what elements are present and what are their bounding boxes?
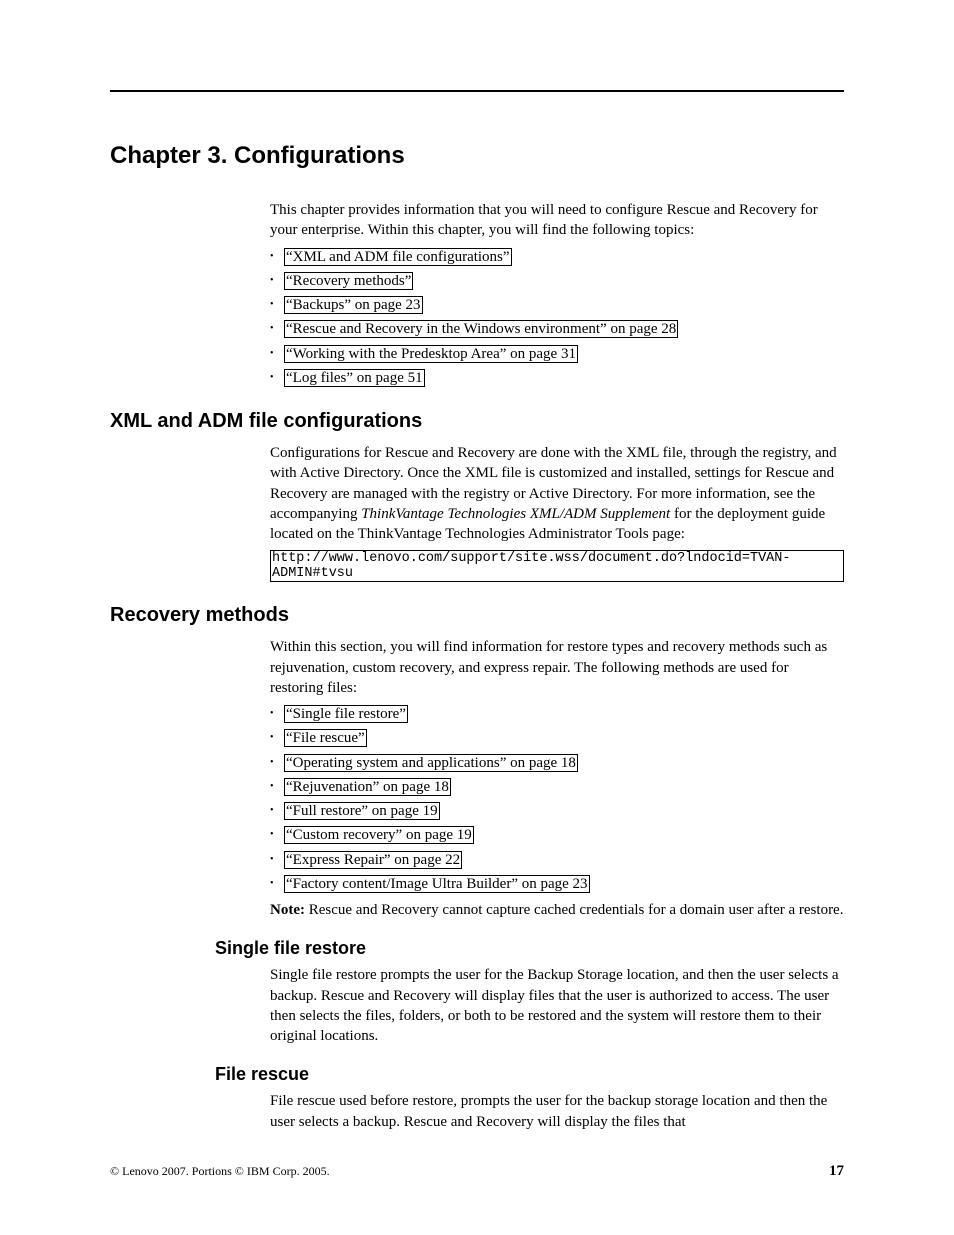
xref-link[interactable]: “Rescue and Recovery in the Windows envi… xyxy=(284,320,678,338)
section-title-xml: XML and ADM file configurations xyxy=(110,410,844,433)
single-file-body: Single file restore prompts the user for… xyxy=(270,965,844,1046)
section-title-recovery: Recovery methods xyxy=(110,604,844,627)
list-item: “Log files” on page 51 xyxy=(270,368,844,388)
chapter-title: Chapter 3. Configurations xyxy=(110,142,844,170)
list-item: “Working with the Predesktop Area” on pa… xyxy=(270,344,844,364)
list-item: “Rescue and Recovery in the Windows envi… xyxy=(270,319,844,339)
recovery-intro: Within this section, you will find infor… xyxy=(270,637,844,698)
list-item: “Factory content/Image Ultra Builder” on… xyxy=(270,874,844,894)
list-item: “Backups” on page 23 xyxy=(270,295,844,315)
file-rescue-body: File rescue used before restore, prompts… xyxy=(270,1091,844,1132)
xref-link[interactable]: “Rejuvenation” on page 18 xyxy=(284,778,451,796)
xref-link[interactable]: “Working with the Predesktop Area” on pa… xyxy=(284,345,578,363)
page-number: 17 xyxy=(829,1163,844,1180)
subsection-title-single-file: Single file restore xyxy=(215,938,844,959)
list-item: “Express Repair” on page 22 xyxy=(270,850,844,870)
list-item: “XML and ADM file configurations” xyxy=(270,247,844,267)
italic-title: ThinkVantage Technologies XML/ADM Supple… xyxy=(361,506,670,522)
xref-link[interactable]: “Operating system and applications” on p… xyxy=(284,754,578,772)
xref-link[interactable]: “File rescue” xyxy=(284,729,367,747)
xref-link[interactable]: “Backups” on page 23 xyxy=(284,296,423,314)
list-item: “Operating system and applications” on p… xyxy=(270,753,844,773)
note-body: Rescue and Recovery cannot capture cache… xyxy=(305,902,843,918)
horizontal-rule xyxy=(110,90,844,92)
chapter-topic-list: “XML and ADM file configurations” “Recov… xyxy=(270,247,844,389)
page-footer: © Lenovo 2007. Portions © IBM Corp. 2005… xyxy=(110,1163,844,1180)
xref-link[interactable]: “Log files” on page 51 xyxy=(284,369,425,387)
list-item: “Rejuvenation” on page 18 xyxy=(270,777,844,797)
note-label: Note: xyxy=(270,902,305,918)
xref-link[interactable]: “XML and ADM file configurations” xyxy=(284,248,512,266)
chapter-intro: This chapter provides information that y… xyxy=(270,200,844,241)
copyright-text: © Lenovo 2007. Portions © IBM Corp. 2005… xyxy=(110,1164,330,1179)
xml-paragraph: Configurations for Rescue and Recovery a… xyxy=(270,443,844,544)
xref-link[interactable]: “Full restore” on page 19 xyxy=(284,802,440,820)
list-item: “Custom recovery” on page 19 xyxy=(270,825,844,845)
xref-link[interactable]: “Express Repair” on page 22 xyxy=(284,851,462,869)
recovery-note: Note: Rescue and Recovery cannot capture… xyxy=(270,900,844,920)
subsection-title-file-rescue: File rescue xyxy=(215,1064,844,1085)
recovery-method-list: “Single file restore” “File rescue” “Ope… xyxy=(270,704,844,894)
list-item: “Single file restore” xyxy=(270,704,844,724)
list-item: “File rescue” xyxy=(270,728,844,748)
xref-link[interactable]: “Custom recovery” on page 19 xyxy=(284,826,474,844)
xref-link[interactable]: “Single file restore” xyxy=(284,705,408,723)
list-item: “Full restore” on page 19 xyxy=(270,801,844,821)
page-container: Chapter 3. Configurations This chapter p… xyxy=(0,0,954,1235)
url-line: http://www.lenovo.com/support/site.wss/d… xyxy=(270,550,844,582)
url-link[interactable]: http://www.lenovo.com/support/site.wss/d… xyxy=(270,550,844,582)
xref-link[interactable]: “Recovery methods” xyxy=(284,272,413,290)
xref-link[interactable]: “Factory content/Image Ultra Builder” on… xyxy=(284,875,590,893)
list-item: “Recovery methods” xyxy=(270,271,844,291)
